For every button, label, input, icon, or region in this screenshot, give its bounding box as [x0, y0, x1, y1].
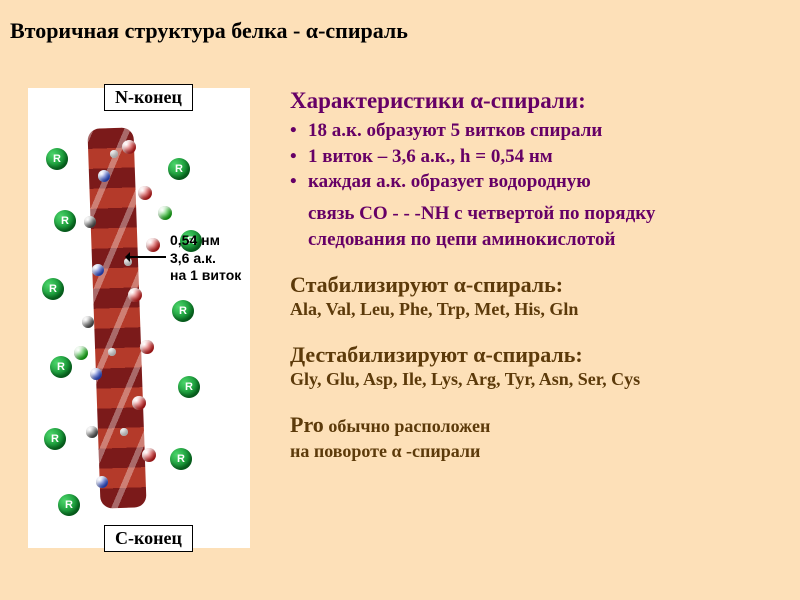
atom	[84, 216, 96, 228]
proline-line-2: на повороте α -спирали	[290, 440, 780, 463]
atom	[146, 238, 160, 252]
atom	[128, 288, 142, 302]
atom	[138, 186, 152, 200]
char-bullet-3: каждая а.к. образует водородную	[290, 169, 780, 195]
atom	[74, 346, 88, 360]
c-terminus-label: С-конец	[104, 525, 193, 552]
char-cont-1: связь СО - - -NH с четвертой по порядку	[290, 201, 780, 227]
text-content: Характеристики α-спирали: 18 а.к. образу…	[290, 88, 780, 463]
proline-lead: Pro	[290, 412, 324, 437]
r-group-badge: R	[50, 356, 72, 378]
atom	[86, 426, 98, 438]
atom	[140, 340, 154, 354]
stabilize-heading: Стабилизируют α-спираль:	[290, 272, 780, 298]
characteristics-heading: Характеристики α-спирали:	[290, 88, 780, 114]
stabilize-body: Ala, Val, Leu, Phe, Trp, Met, His, Gln	[290, 298, 780, 321]
atom	[110, 150, 118, 158]
char-cont-2: следования по цепи аминокислотой	[290, 227, 780, 253]
atom	[98, 170, 110, 182]
r-group-badge: R	[42, 278, 64, 300]
atom	[108, 348, 116, 356]
stabilize-block: Стабилизируют α-спираль: Ala, Val, Leu, …	[290, 272, 780, 321]
characteristics-list: 18 а.к. образуют 5 витков спирали 1 вито…	[290, 118, 780, 195]
r-group-badge: R	[168, 158, 190, 180]
char-bullet-2: 1 виток – 3,6 а.к., h = 0,54 нм	[290, 144, 780, 170]
r-group-badge: R	[44, 428, 66, 450]
atom	[132, 396, 146, 410]
helix-atoms: RRRRRRRRRRR	[28, 88, 250, 548]
annot-line-2: 3,6 а.к.	[170, 250, 275, 268]
atom	[158, 206, 172, 220]
annotation-arrow	[126, 256, 166, 258]
atom	[120, 428, 128, 436]
pitch-annotation: 0,54 нм 3,6 а.к. на 1 виток	[170, 232, 275, 285]
r-group-badge: R	[172, 300, 194, 322]
atom	[92, 264, 104, 276]
atom	[82, 316, 94, 328]
r-group-badge: R	[54, 210, 76, 232]
char-bullet-1: 18 а.к. образуют 5 витков спирали	[290, 118, 780, 144]
r-group-badge: R	[170, 448, 192, 470]
atom	[122, 140, 136, 154]
proline-block: Pro обычно расположен на повороте α -спи…	[290, 411, 780, 463]
atom	[90, 368, 102, 380]
atom	[96, 476, 108, 488]
annot-line-3: на 1 виток	[170, 267, 275, 285]
destabilize-block: Дестабилизируют α-спираль: Gly, Glu, Asp…	[290, 342, 780, 391]
page-title: Вторичная структура белка - α-спираль	[10, 18, 408, 44]
r-group-badge: R	[178, 376, 200, 398]
destabilize-heading: Дестабилизируют α-спираль:	[290, 342, 780, 368]
annot-line-1: 0,54 нм	[170, 232, 275, 250]
helix-figure: N-конец RRRRRRRRRRR С-конец	[28, 88, 250, 548]
proline-line-1: Pro обычно расположен	[290, 411, 780, 440]
destabilize-body: Gly, Glu, Asp, Ile, Lys, Arg, Tyr, Asn, …	[290, 368, 780, 391]
r-group-badge: R	[46, 148, 68, 170]
r-group-badge: R	[58, 494, 80, 516]
proline-rest: обычно расположен	[324, 416, 491, 436]
atom	[142, 448, 156, 462]
